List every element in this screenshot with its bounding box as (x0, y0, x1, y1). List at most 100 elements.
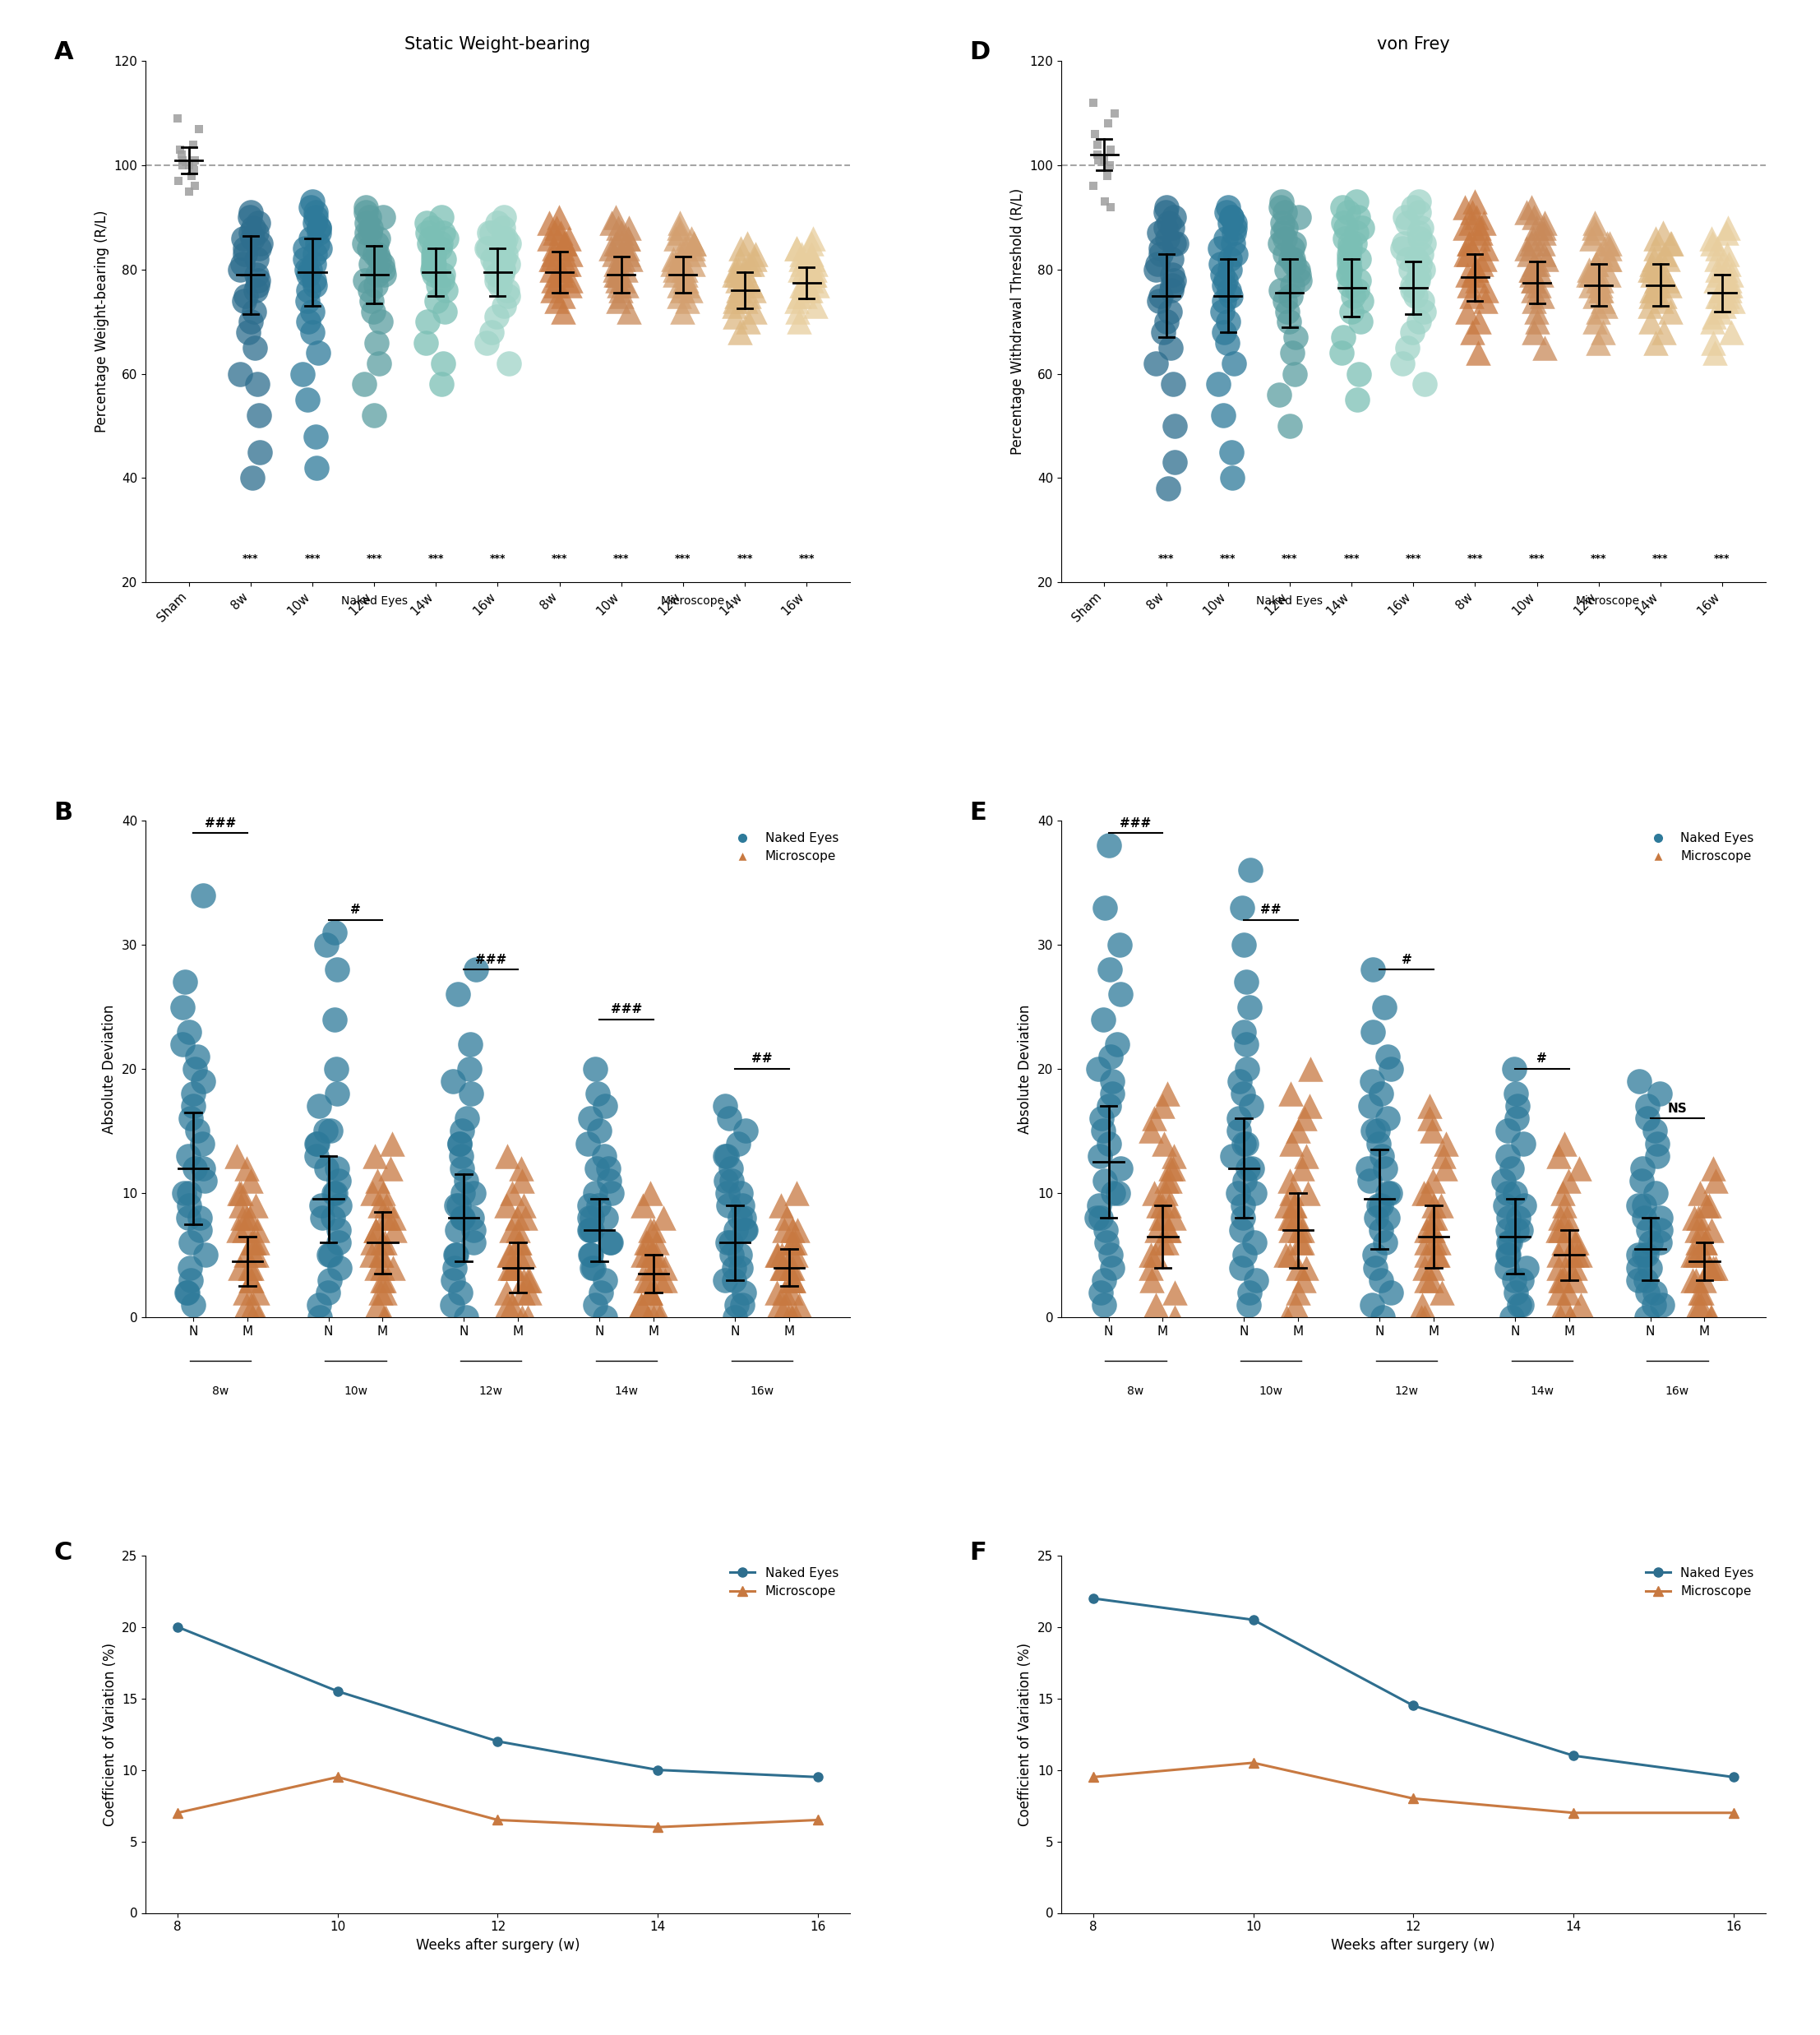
Point (1087, 1201, 1116, 1233)
Point (440, 1252, 470, 1284)
Point (448, 1115, 477, 1148)
Point (1208, 295, 1238, 328)
Point (515, 1264, 544, 1296)
Point (1296, 1052, 1325, 1085)
Point (1218, 435, 1247, 468)
Point (1471, 242, 1500, 275)
Point (590, 1091, 619, 1123)
Point (1643, 258, 1673, 291)
Point (1627, 1152, 1656, 1184)
Point (1398, 269, 1427, 301)
Point (1272, 212, 1301, 244)
Point (555, 265, 584, 297)
Point (788, 269, 817, 301)
Text: ***: *** (366, 554, 382, 564)
Point (1156, 1152, 1185, 1184)
Point (1591, 289, 1620, 322)
Point (615, 212, 644, 244)
Point (726, 269, 755, 301)
Point (1645, 1227, 1674, 1260)
Point (1516, 258, 1545, 291)
Point (1636, 1227, 1665, 1260)
Point (430, 295, 459, 328)
Point (242, 242, 271, 275)
Point (1471, 275, 1500, 307)
Point (1281, 1288, 1310, 1321)
Point (1583, 265, 1613, 297)
Point (1642, 265, 1671, 297)
Point (1494, 1227, 1523, 1260)
Point (1560, 1227, 1589, 1260)
Point (355, 201, 384, 234)
Point (411, 326, 440, 358)
Point (1501, 1176, 1531, 1209)
Point (664, 279, 693, 311)
Point (1691, 1227, 1720, 1260)
Point (1327, 336, 1356, 368)
Point (673, 285, 703, 317)
Point (1640, 242, 1669, 275)
Point (428, 218, 457, 250)
Point (304, 212, 333, 244)
Point (164, 165, 193, 197)
Point (1527, 258, 1556, 291)
Point (1279, 248, 1309, 281)
Point (635, 1176, 664, 1209)
Point (664, 269, 693, 301)
Point (613, 238, 642, 271)
Point (377, 1152, 406, 1184)
Point (1096, 134, 1125, 167)
Microscope (1562, 1801, 1583, 1825)
Point (604, 212, 633, 244)
Microscope (328, 1764, 349, 1789)
Point (175, 1252, 204, 1284)
Point (228, 1188, 257, 1221)
Point (495, 1239, 524, 1272)
Point (486, 269, 515, 301)
Microscope (486, 1807, 508, 1832)
Point (1500, 1052, 1529, 1085)
Point (175, 149, 204, 181)
Point (1702, 1252, 1731, 1284)
Point (608, 242, 637, 275)
Point (353, 218, 382, 250)
Point (369, 201, 399, 234)
Point (1148, 315, 1178, 348)
Point (1716, 315, 1745, 348)
Point (1431, 1152, 1460, 1184)
Point (537, 252, 566, 285)
Point (1492, 1215, 1522, 1247)
Point (362, 228, 391, 260)
Point (1094, 1127, 1123, 1160)
Point (1565, 1152, 1594, 1184)
Point (593, 1152, 622, 1184)
Point (1148, 1188, 1178, 1221)
Point (779, 1264, 808, 1296)
Point (713, 1188, 743, 1221)
Point (1509, 1188, 1538, 1221)
Point (575, 1103, 604, 1136)
Point (1685, 1176, 1714, 1209)
Point (1369, 991, 1398, 1024)
Point (1158, 258, 1187, 291)
Point (1227, 891, 1256, 924)
Point (495, 348, 524, 381)
Text: B: B (55, 802, 73, 824)
Point (1343, 383, 1372, 415)
Point (493, 1140, 522, 1172)
Point (717, 1164, 746, 1197)
Point (1545, 1201, 1574, 1233)
Point (322, 952, 351, 985)
Point (1507, 1264, 1536, 1296)
Point (1334, 242, 1363, 275)
Point (1562, 1264, 1591, 1296)
Point (1412, 1176, 1441, 1209)
Point (1631, 1188, 1660, 1221)
Point (719, 289, 748, 322)
Point (553, 222, 582, 254)
Point (797, 265, 826, 297)
Text: E: E (970, 802, 986, 824)
Point (1161, 446, 1190, 478)
Point (351, 265, 380, 297)
Point (777, 1300, 806, 1333)
